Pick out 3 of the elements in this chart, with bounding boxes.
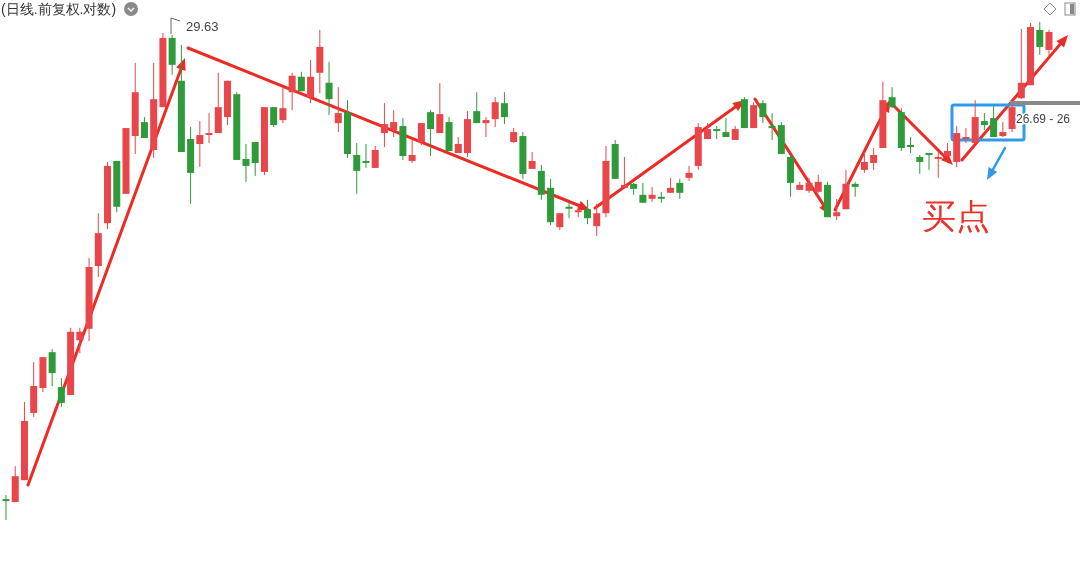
annotation: 29.63 xyxy=(186,19,219,34)
annotation: 买点 xyxy=(922,197,990,235)
chart-title: (日线.前复权.对数) xyxy=(1,1,117,17)
